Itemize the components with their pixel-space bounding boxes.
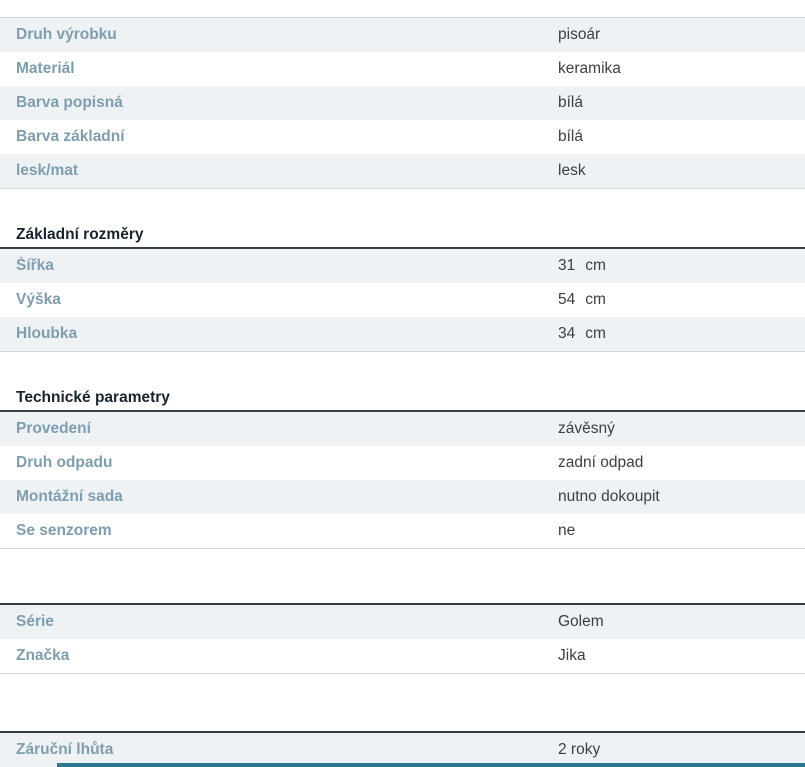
spec-group: Druh výrobku pisoár Materiál keramika Ba… bbox=[0, 17, 805, 189]
spec-row-label: Druh výrobku bbox=[16, 26, 117, 43]
spec-group-title: Technické parametry bbox=[0, 388, 805, 412]
spec-row: Barva základní bílá bbox=[0, 120, 805, 154]
spec-group-title bbox=[0, 603, 805, 605]
spec-row-value: pisoár bbox=[558, 26, 601, 43]
spec-row-value: Golem bbox=[558, 613, 604, 630]
spec-row-label: Druh odpadu bbox=[16, 454, 113, 471]
spec-row-label: Montážní sada bbox=[16, 488, 123, 505]
spec-row-unit: cm bbox=[585, 257, 606, 274]
spec-row-value: lesk bbox=[558, 162, 586, 179]
spec-row-value: ne bbox=[558, 522, 576, 539]
spec-group-title bbox=[0, 731, 805, 733]
spec-row-label: Šířka bbox=[16, 257, 54, 274]
spec-row: Barva popisná bílá bbox=[0, 86, 805, 120]
spec-row-label: Materiál bbox=[16, 60, 75, 77]
spec-row-value: závěsný bbox=[558, 420, 615, 437]
spec-row-value: bílá bbox=[558, 94, 583, 111]
spec-row: Provedení závěsný bbox=[0, 412, 805, 446]
spec-row-label: Značka bbox=[16, 647, 70, 664]
spec-row-unit: cm bbox=[585, 291, 606, 308]
spec-row: Druh výrobku pisoár bbox=[0, 18, 805, 52]
spec-group: Záruční lhůta 2 roky bbox=[0, 731, 805, 767]
bottom-accent-bar bbox=[57, 763, 805, 767]
spec-row: lesk/mat lesk bbox=[0, 154, 805, 188]
spec-row: Montážní sada nutno dokoupit bbox=[0, 480, 805, 514]
spec-row: Značka Jika bbox=[0, 639, 805, 673]
spec-group-title: Základní rozměry bbox=[0, 225, 805, 249]
spec-group-rows: Záruční lhůta 2 roky bbox=[0, 733, 805, 767]
spec-row: Hloubka 34 cm bbox=[0, 317, 805, 351]
spec-row: Série Golem bbox=[0, 605, 805, 639]
spec-row-value: zadní odpad bbox=[558, 454, 644, 471]
spec-row-value: Jika bbox=[558, 647, 586, 664]
spec-row-value: bílá bbox=[558, 128, 583, 145]
spec-row-value: nutno dokoupit bbox=[558, 488, 660, 505]
spec-group-rows: Druh výrobku pisoár Materiál keramika Ba… bbox=[0, 18, 805, 189]
spec-row-label: Výška bbox=[16, 291, 61, 308]
spec-group-rows: Šířka 31 cm Výška 54 cm Hloubka 34 cm bbox=[0, 249, 805, 352]
spec-row-label: lesk/mat bbox=[16, 162, 79, 179]
spec-row-label: Série bbox=[16, 613, 54, 630]
spec-row-unit: cm bbox=[585, 325, 606, 342]
spec-row-label: Záruční lhůta bbox=[16, 741, 114, 758]
spec-group: Série Golem Značka Jika bbox=[0, 603, 805, 674]
spec-row: Se senzorem ne bbox=[0, 514, 805, 548]
spec-group-rows: Série Golem Značka Jika bbox=[0, 605, 805, 674]
spec-group: Základní rozměry Šířka 31 cm Výška 54 cm… bbox=[0, 225, 805, 352]
spec-row-label: Barva základní bbox=[16, 128, 125, 145]
spec-row-label: Provedení bbox=[16, 420, 91, 437]
spec-row: Výška 54 cm bbox=[0, 283, 805, 317]
spec-row: Materiál keramika bbox=[0, 52, 805, 86]
spec-row-value: keramika bbox=[558, 60, 621, 77]
spec-row-value: 2 roky bbox=[558, 741, 601, 758]
spec-row-label: Se senzorem bbox=[16, 522, 112, 539]
spec-row-value: 54 bbox=[558, 291, 576, 308]
spec-group-rows: Provedení závěsný Druh odpadu zadní odpa… bbox=[0, 412, 805, 549]
product-spec-table: Druh výrobku pisoár Materiál keramika Ba… bbox=[0, 17, 805, 767]
spec-row-value: 34 bbox=[558, 325, 576, 342]
spec-group: Technické parametry Provedení závěsný Dr… bbox=[0, 388, 805, 549]
spec-row-label: Barva popisná bbox=[16, 94, 123, 111]
spec-group-title bbox=[0, 17, 805, 18]
spec-row-label: Hloubka bbox=[16, 325, 78, 342]
spec-row: Šířka 31 cm bbox=[0, 249, 805, 283]
spec-row-value: 31 bbox=[558, 257, 576, 274]
spec-row: Záruční lhůta 2 roky bbox=[0, 733, 805, 767]
spec-row: Druh odpadu zadní odpad bbox=[0, 446, 805, 480]
